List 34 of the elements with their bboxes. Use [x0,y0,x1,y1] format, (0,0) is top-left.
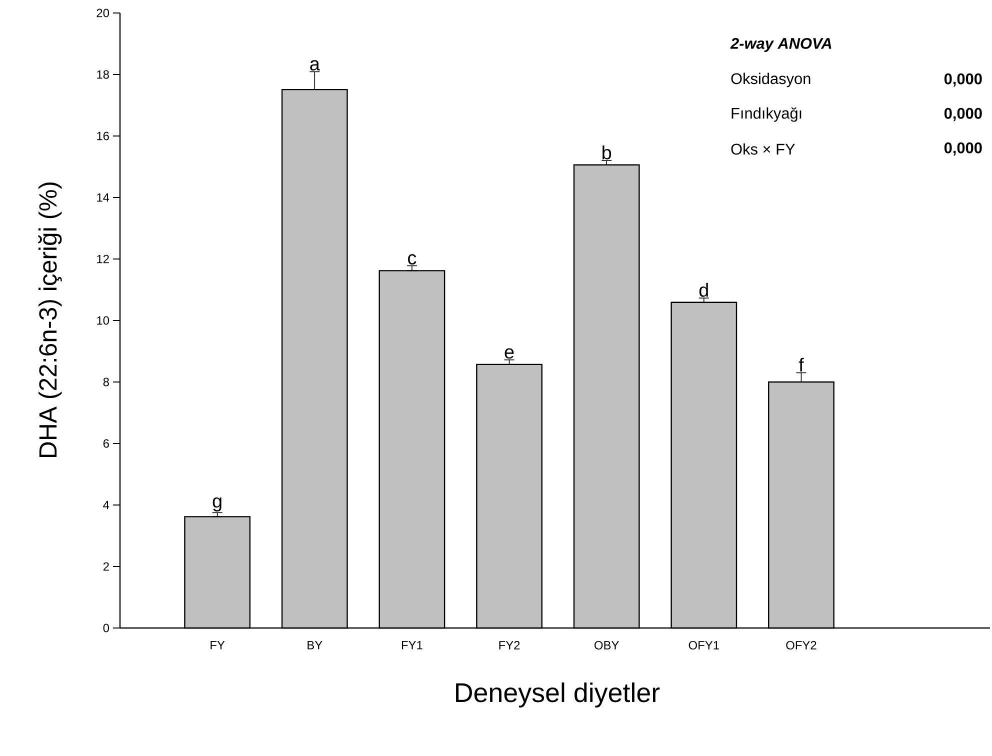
x-tick-label: FY2 [499,641,520,650]
y-tick-label: 2 [103,562,109,571]
y-tick-label: 18 [97,70,109,79]
annotation: d [699,282,708,297]
y-tick-label: 6 [103,439,109,448]
y-tick-label: 16 [97,132,109,140]
text: 0,000 [944,73,982,87]
y-tick-label: 0 [103,624,110,632]
x-tick-label: OFY1 [688,641,719,650]
annotation: c [408,254,416,265]
annotation: a [310,60,320,71]
annotation: b [602,145,612,160]
y-tick-label: 14 [97,193,110,202]
x-tick-label: FY [210,641,225,650]
text: 0,000 [944,108,982,122]
x-tick-label: FY1 [402,641,422,650]
x-axis-title: Deneysel diyetler [456,682,660,708]
annotation: Fındıkyağı [732,107,802,122]
x-tick-label: OFY2 [786,641,816,650]
annotation: Oksidasyon [731,72,810,88]
annotation: g [212,497,222,512]
y-axis-title: DHA (22:6n-3) içeriği (%) [38,182,62,458]
y-tick-label: 4 [103,500,110,510]
x-tick-label: OBY [594,641,619,650]
y-tick-label: 12 [97,254,109,264]
annotation: f [798,358,804,372]
annotation: e [504,348,514,359]
text: 0,000 [944,142,982,156]
annotation: 2-way ANOVA [730,38,832,52]
annotation: Oks × FY [731,143,795,155]
y-tick-label: 8 [103,378,109,386]
y-tick-label: 10 [97,316,110,325]
x-tick-label: BY [308,641,322,650]
y-tick-label: 20 [96,8,110,18]
